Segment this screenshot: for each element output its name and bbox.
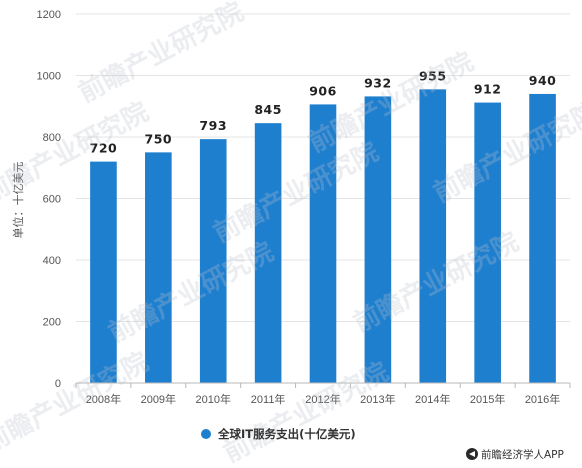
data-label: 720 [90, 141, 118, 156]
bar [90, 161, 117, 383]
data-label: 750 [145, 131, 173, 146]
y-tick-label: 800 [43, 132, 61, 144]
bars [90, 89, 556, 384]
watermark-text: 前瞻产业研究院 [208, 136, 383, 249]
x-tick-label: 2008年 [86, 392, 121, 406]
y-tick-label: 1200 [37, 9, 61, 21]
y-tick-label: 200 [43, 317, 61, 329]
x-axis-ticks: 2008年 2009年 2010年 2011年 2012年 2013年 2014年 2015年… [75, 383, 571, 406]
y-axis-label: 单位：十亿美元 [11, 162, 25, 239]
bar [529, 93, 556, 383]
watermark-text: 前瞻产业研究院 [0, 96, 154, 209]
data-label: 932 [364, 75, 392, 90]
watermark-text: 前瞻产业研究院 [103, 236, 278, 349]
bar [474, 102, 501, 383]
y-tick-label: 400 [43, 255, 61, 267]
watermark-text: 前瞻产业研究院 [428, 96, 582, 209]
x-tick-label: 2015年 [470, 392, 505, 406]
bar [309, 104, 337, 383]
x-tick-label: 2014年 [415, 392, 450, 406]
data-labels: 720 750 793 845 906 932 955 912 940 [90, 68, 557, 156]
branding: 前瞻经济学人APP [466, 448, 564, 461]
bar [419, 89, 447, 384]
watermark-text: 前瞻产业研究院 [0, 346, 154, 459]
y-tick-label: 1000 [37, 71, 61, 83]
x-tick-label: 2010年 [195, 392, 230, 406]
x-tick-label: 2016年 [525, 392, 560, 406]
bar [199, 139, 227, 383]
data-label: 845 [254, 102, 282, 117]
data-label: 940 [529, 73, 557, 88]
y-tick-label: 600 [43, 194, 61, 206]
watermark-text: 前瞻产业研究院 [218, 356, 393, 468]
brand-name: 前瞻经济学人APP [481, 448, 564, 461]
watermark-text: 前瞻产业研究院 [73, 0, 248, 109]
x-tick-label: 2009年 [141, 392, 176, 406]
x-tick-label: 2013年 [360, 392, 395, 406]
data-label: 906 [309, 83, 337, 98]
logo-mark [469, 451, 475, 457]
legend-marker [201, 429, 211, 439]
x-tick-label: 2011年 [251, 392, 286, 406]
bar [145, 152, 172, 383]
legend: 全球IT服务支出(十亿美元) [201, 427, 356, 441]
y-axis-ticks: 0 200 400 600 800 1000 1200 [37, 9, 61, 390]
y-tick-label: 0 [55, 378, 61, 390]
data-label: 955 [419, 68, 447, 83]
bar [254, 123, 282, 383]
x-tick-label: 2012年 [305, 392, 340, 406]
legend-label: 全球IT服务支出(十亿美元) [217, 427, 356, 441]
bar [364, 96, 392, 383]
data-label: 912 [474, 82, 502, 97]
data-label: 793 [199, 118, 227, 133]
